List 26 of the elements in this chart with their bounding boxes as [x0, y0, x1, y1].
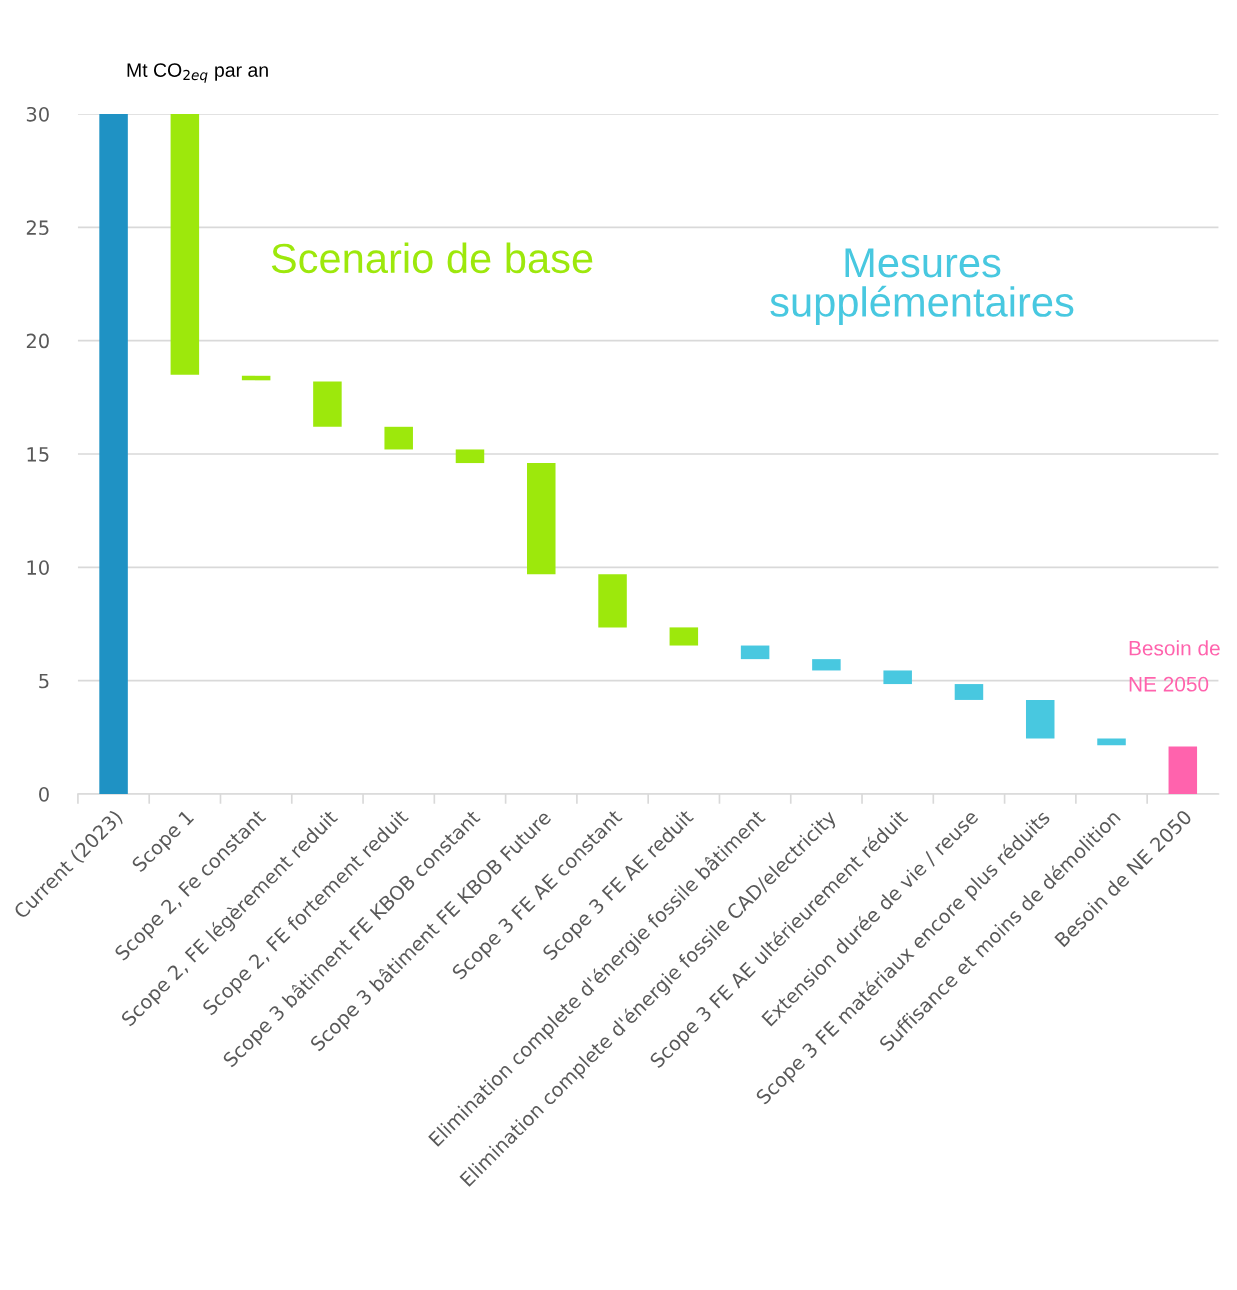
y-tick-label: 30 [26, 106, 49, 122]
bar [1025, 699, 1055, 739]
y-tick-label: 10 [27, 560, 49, 575]
bar [812, 659, 841, 671]
y-axis-title: Mt CO$_{2eq}$ par an [127, 63, 268, 83]
bar [99, 114, 128, 794]
y-tick-label: 5 [39, 673, 49, 689]
bar [1168, 746, 1198, 794]
bar [170, 114, 200, 375]
bar [883, 670, 912, 685]
bar [740, 645, 770, 660]
y-tick-label: 0 [39, 786, 49, 802]
bar [384, 426, 413, 450]
bar [598, 574, 627, 628]
bar [1097, 738, 1126, 746]
y-tick-label: 20 [26, 333, 49, 349]
bar [954, 684, 984, 700]
bar [527, 463, 556, 575]
bar [313, 381, 342, 427]
annotation: Besoin de NE 2050 [1129, 640, 1220, 692]
annotation: Mesures supplémentaires [770, 248, 1074, 326]
bar [455, 449, 485, 464]
y-tick-label: 25 [26, 220, 49, 235]
y-tick-label: 15 [27, 447, 49, 462]
bar [669, 627, 699, 646]
annotation: Scenario de base [271, 242, 593, 274]
